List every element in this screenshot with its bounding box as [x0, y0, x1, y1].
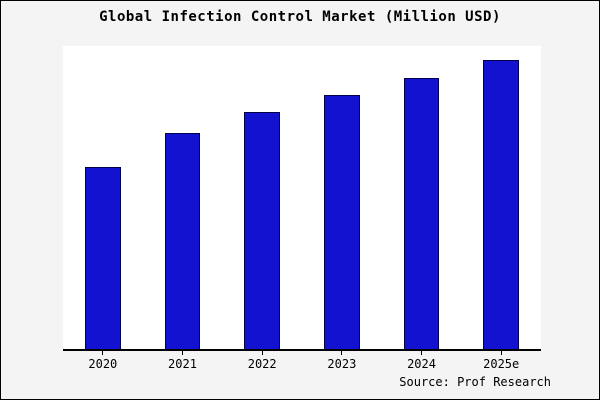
bar-2025e	[483, 60, 520, 349]
x-tick-mark	[500, 351, 502, 355]
x-tick-mark	[182, 351, 183, 355]
bar-column	[63, 46, 143, 349]
source-credit: Source: Prof Research	[399, 375, 551, 389]
x-tick-mark	[341, 351, 343, 355]
bar-column	[222, 46, 302, 349]
x-tick-text: 2023	[327, 357, 357, 371]
x-tick-label: 2023	[302, 351, 382, 371]
x-tick-mark	[102, 351, 104, 355]
x-tick-label: 2022	[222, 351, 302, 371]
x-tick-text: 2022	[247, 357, 277, 371]
x-tick-label: 2020	[63, 351, 143, 371]
x-tick-mark	[261, 351, 263, 355]
x-axis-labels: 2020 2021 2022 2023 2024 2025e	[63, 351, 541, 371]
x-tick-label: 2021	[143, 351, 223, 371]
x-tick-text: 2025e	[483, 357, 520, 371]
x-tick-label: 2025e	[461, 351, 541, 371]
bar-column	[382, 46, 462, 349]
x-tick-text: 2021	[168, 357, 197, 371]
bar-column	[143, 46, 223, 349]
x-tick-text: 2024	[407, 357, 436, 371]
chart-title: Global Infection Control Market (Million…	[99, 9, 501, 25]
bar-column	[302, 46, 382, 349]
x-tick-mark	[421, 351, 423, 355]
bar-2021	[164, 132, 201, 349]
bar-2023	[323, 95, 360, 349]
bar-2022	[244, 112, 281, 349]
bar-2024	[403, 77, 440, 349]
x-tick-label: 2024	[382, 351, 462, 371]
bar-column	[461, 46, 541, 349]
x-tick-text: 2020	[88, 357, 118, 371]
bar-2020	[84, 167, 121, 349]
plot-area	[63, 46, 541, 351]
